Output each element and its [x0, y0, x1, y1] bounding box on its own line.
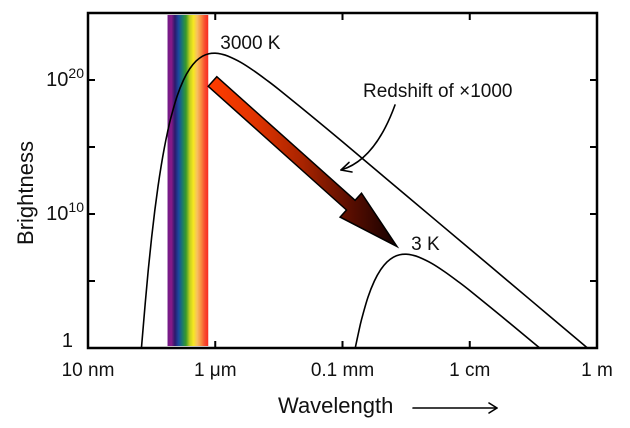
redshift-callout: Redshift of ×1000 — [340, 81, 512, 173]
y-tick-label-exponent: 20 — [68, 65, 84, 81]
y-axis-title: Brightness — [13, 141, 38, 245]
callout-arrowhead-icon — [340, 161, 353, 173]
x-tick-label: 1 m — [581, 360, 613, 381]
x-axis-direction-arrow-icon — [412, 402, 498, 414]
y-tick-label: 1010 — [46, 199, 84, 225]
y-tick-label-base: 10 — [46, 69, 68, 91]
callout-pointer-line — [340, 104, 396, 171]
x-tick-label: 10 nm — [62, 360, 115, 381]
series-label-3000k: 3000 K — [220, 33, 281, 54]
x-tick-label: 1 cm — [449, 360, 490, 381]
series-layer — [140, 52, 588, 348]
y-tick-label-base: 10 — [46, 203, 68, 225]
x-axis-arrowhead — [488, 402, 498, 414]
curve-3000k — [140, 52, 588, 348]
plot-frame — [86, 11, 599, 350]
redshift-arrow — [207, 75, 400, 249]
y-tick-label-exponent: 10 — [68, 199, 84, 215]
series-label-3k: 3 K — [411, 234, 440, 255]
x-axis-title: Wavelength — [278, 393, 393, 418]
curve-3k — [354, 253, 541, 348]
y-tick-label: 1020 — [46, 65, 84, 91]
x-tick-label: 1 μm — [194, 360, 237, 381]
visible-spectrum-band — [167, 15, 209, 346]
y-tick-label: 1 — [62, 330, 73, 352]
redshift-callout-label: Redshift of ×1000 — [363, 81, 512, 102]
tick-layer — [88, 13, 597, 348]
series-label-layer: 3000 K 3 K — [220, 33, 440, 255]
visible-spectrum-layer — [167, 15, 209, 346]
y-tick-label-base: 1 — [62, 330, 73, 352]
x-tick-label: 0.1 mm — [311, 360, 374, 381]
